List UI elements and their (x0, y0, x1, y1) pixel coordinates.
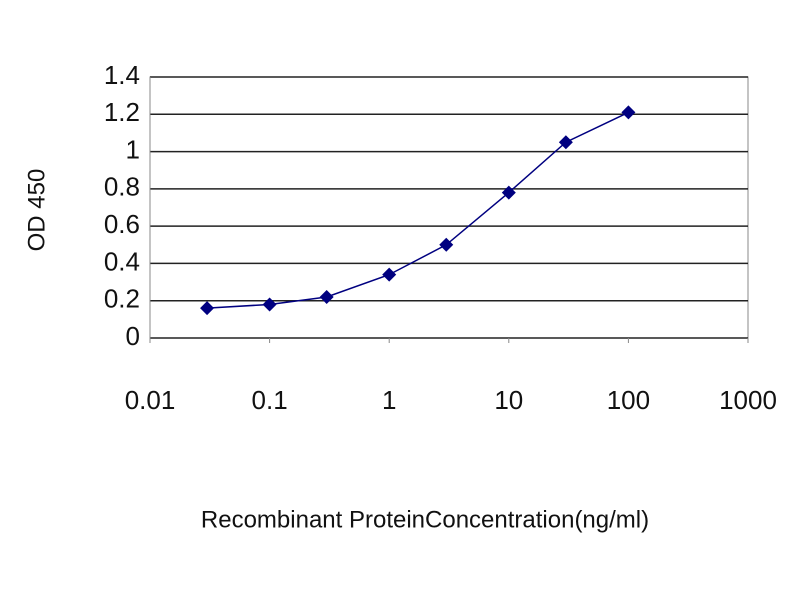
x-tick-label: 1000 (719, 385, 777, 415)
data-point (501, 185, 516, 200)
y-tick-label: 0 (126, 321, 140, 351)
data-point (621, 105, 636, 120)
y-tick-label: 0.8 (104, 172, 140, 202)
data-point (439, 237, 454, 252)
y-axis-label: OD 450 (23, 169, 50, 252)
data-point (319, 289, 334, 304)
y-tick-label: 1 (126, 134, 140, 164)
x-axis-label: Recombinant ProteinConcentration(ng/ml) (201, 506, 649, 533)
data-point (262, 297, 277, 312)
y-tick-label: 0.2 (104, 284, 140, 314)
data-point (382, 267, 397, 282)
data-point (200, 301, 215, 316)
x-tick-label: 100 (607, 385, 650, 415)
y-tick-label: 1.4 (104, 60, 140, 90)
data-point (558, 135, 573, 150)
plot-area (149, 76, 749, 339)
x-tick-label: 10 (494, 385, 523, 415)
y-tick-label: 0.6 (104, 209, 140, 239)
x-tick-label: 1 (382, 385, 396, 415)
x-tick-label: 0.1 (252, 385, 288, 415)
y-tick-label: 1.2 (104, 97, 140, 127)
x-tick-label: 0.01 (125, 385, 176, 415)
y-tick-label: 0.4 (104, 246, 140, 276)
series-line (207, 111, 629, 309)
